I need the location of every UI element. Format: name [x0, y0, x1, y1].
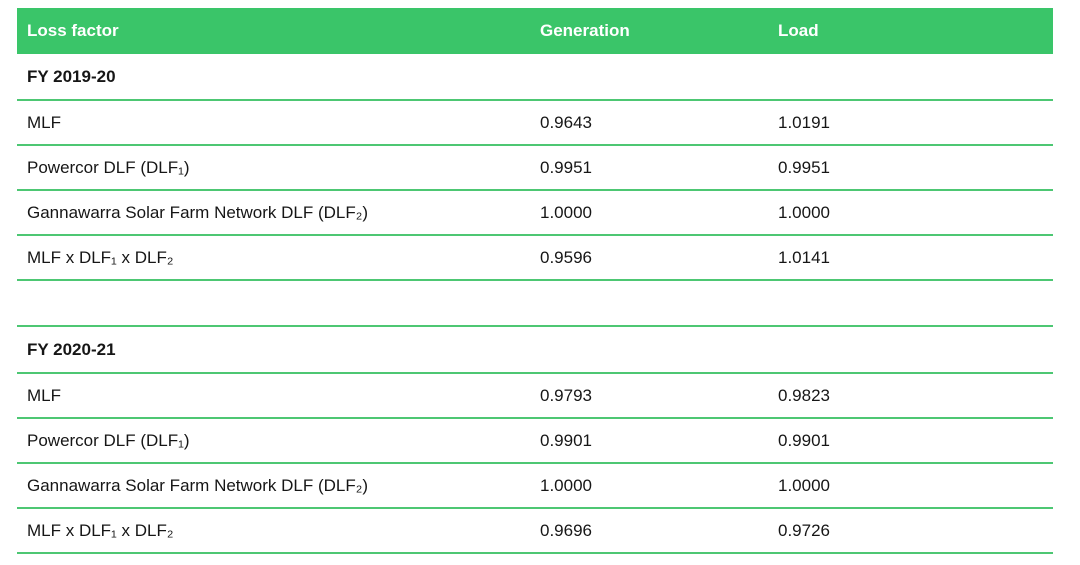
load-value: 0.9726: [768, 508, 1053, 554]
row-label: Gannawarra Solar Farm Network DLF (DLF₂): [17, 190, 530, 236]
table-row: Gannawarra Solar Farm Network DLF (DLF₂)…: [17, 463, 1053, 509]
generation-value: 0.9951: [530, 145, 768, 191]
section-title: FY 2020-21: [17, 326, 1053, 374]
load-value: 1.0000: [768, 190, 1053, 236]
table-row: MLF x DLF₁ x DLF₂ 0.9696 0.9726: [17, 508, 1053, 554]
load-value: 0.9951: [768, 145, 1053, 191]
generation-value: 0.9696: [530, 508, 768, 554]
generation-value: 1.0000: [530, 190, 768, 236]
column-header-loss-factor: Loss factor: [17, 8, 530, 54]
row-label: MLF x DLF₁ x DLF₂: [17, 235, 530, 281]
section-title: FY 2019-20: [17, 54, 1053, 101]
section-title-row: FY 2019-20: [17, 54, 1053, 101]
row-label: Gannawarra Solar Farm Network DLF (DLF₂): [17, 463, 530, 509]
load-value: 1.0191: [768, 100, 1053, 146]
column-header-generation: Generation: [530, 8, 768, 54]
table-row: MLF x DLF₁ x DLF₂ 0.9596 1.0141: [17, 235, 1053, 281]
section-title-row: FY 2020-21: [17, 326, 1053, 374]
table-row: Powercor DLF (DLF₁) 0.9901 0.9901: [17, 418, 1053, 464]
table-row: MLF 0.9643 1.0191: [17, 100, 1053, 146]
row-label: MLF x DLF₁ x DLF₂: [17, 508, 530, 554]
row-label: MLF: [17, 373, 530, 419]
table-row: MLF 0.9793 0.9823: [17, 373, 1053, 419]
table-row: Gannawarra Solar Farm Network DLF (DLF₂)…: [17, 190, 1053, 236]
column-header-load: Load: [768, 8, 1053, 54]
spacer-row: [17, 280, 1053, 327]
loss-factor-table: Loss factor Generation Load FY 2019-20 ML…: [17, 8, 1053, 554]
row-label: Powercor DLF (DLF₁): [17, 418, 530, 464]
table-body: FY 2019-20 MLF 0.9643 1.0191 Powercor DLF (D…: [17, 54, 1053, 554]
row-label: MLF: [17, 100, 530, 146]
generation-value: 0.9901: [530, 418, 768, 464]
generation-value: 0.9793: [530, 373, 768, 419]
spacer-cell: [17, 280, 1053, 327]
load-value: 0.9901: [768, 418, 1053, 464]
generation-value: 1.0000: [530, 463, 768, 509]
table-header-row: Loss factor Generation Load: [17, 8, 1053, 54]
load-value: 0.9823: [768, 373, 1053, 419]
row-label: Powercor DLF (DLF₁): [17, 145, 530, 191]
generation-value: 0.9643: [530, 100, 768, 146]
load-value: 1.0141: [768, 235, 1053, 281]
load-value: 1.0000: [768, 463, 1053, 509]
table-row: Powercor DLF (DLF₁) 0.9951 0.9951: [17, 145, 1053, 191]
generation-value: 0.9596: [530, 235, 768, 281]
